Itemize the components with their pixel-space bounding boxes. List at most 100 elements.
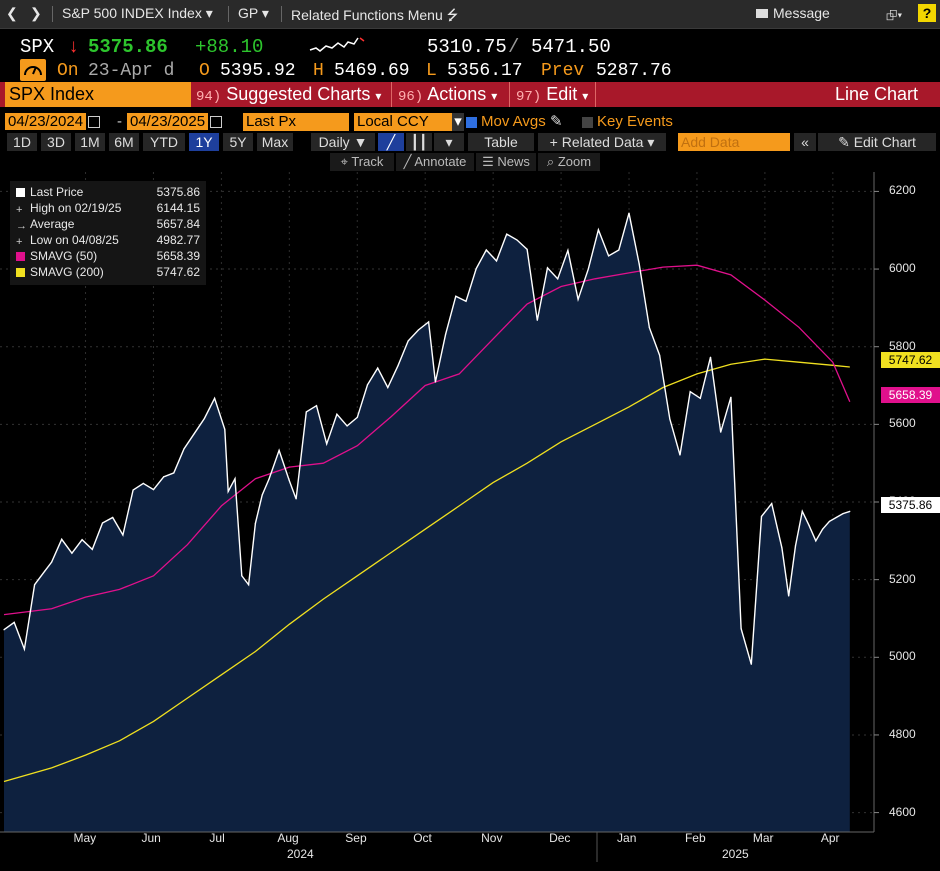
y-tick-label: 5800 [889, 338, 916, 353]
range-button-3d[interactable]: 3D [41, 133, 71, 151]
range-button-ytd[interactable]: YTD [143, 133, 185, 151]
dropdown-caret-icon: ▾ [375, 89, 382, 103]
x-tick-label: May [73, 831, 97, 845]
track-tool[interactable]: ⌖ Track [330, 153, 394, 171]
bar-chart-style-icon[interactable]: ┃┃ [406, 133, 432, 151]
price-point [356, 416, 358, 418]
actions-menu[interactable]: 96) Actions ▾ [398, 82, 497, 107]
crosshair-icon: ⌖ [340, 154, 348, 169]
gp-function-menu[interactable]: GP ▾ [238, 5, 269, 22]
forward-arrow-icon[interactable]: ❯ [30, 5, 42, 21]
dropdown-caret-icon: ▾ [491, 89, 498, 103]
price-point [801, 510, 803, 512]
edit-chart-button[interactable]: ✎ Edit Chart [818, 133, 936, 151]
suggested-charts-label: Suggested Charts [226, 84, 371, 104]
field-selector[interactable]: Last Px [243, 113, 349, 131]
price-point [268, 478, 270, 480]
range-button-1m[interactable]: 1M [75, 133, 105, 151]
price-point [842, 513, 844, 515]
help-button[interactable]: ? [918, 4, 936, 22]
price-point [112, 516, 114, 519]
range-button-6m[interactable]: 6M [109, 133, 139, 151]
range-button-1d[interactable]: 1D [7, 133, 37, 151]
chart-type-title: Line Chart [835, 84, 919, 104]
gauge-icon[interactable] [20, 59, 46, 81]
line-chart-style-icon[interactable]: ╱ [378, 133, 404, 151]
price-point [61, 538, 63, 540]
price-point [536, 319, 538, 321]
currency-selector[interactable]: Local CCY ▾ [354, 113, 464, 131]
related-data-button[interactable]: + Related Data ▾ [538, 133, 666, 151]
field-value: Last Px [243, 113, 349, 131]
price-point [475, 268, 477, 270]
price-point [771, 502, 773, 505]
double-chevron-left-icon[interactable]: « [794, 133, 816, 151]
mov-avgs-toggle[interactable]: Mov Avgs ✎ [466, 113, 563, 131]
price-point [709, 356, 712, 358]
end-date-field[interactable]: 04/23/2025 [127, 113, 223, 131]
legend-row: SMAVG (200) 5747.62 [10, 265, 206, 281]
periodicity-dropdown[interactable]: Daily ▼ [311, 133, 375, 151]
periodicity-label: Daily [318, 134, 350, 150]
menu-divider [391, 82, 392, 107]
price-point [648, 327, 650, 329]
message-button[interactable]: Message [756, 5, 830, 21]
price-point [193, 433, 195, 435]
back-arrow-icon[interactable]: ❮ [6, 5, 18, 21]
high-label: H [313, 61, 324, 81]
price-point [227, 490, 229, 493]
window-export-icon[interactable]: ⮺▾ [886, 7, 903, 23]
security-box[interactable]: SPX Index [5, 82, 191, 107]
price-chart[interactable] [0, 172, 940, 871]
zoom-tool[interactable]: ⌕ Zoom [538, 153, 600, 171]
legend-swatch-icon [16, 268, 25, 277]
range-button-max[interactable]: Max [257, 133, 293, 151]
start-date-field[interactable]: 04/23/2024 [5, 113, 101, 131]
sma200-value-tag: 5747.62 [881, 352, 940, 368]
legend-value: 4982.77 [156, 233, 200, 247]
y-tick-label: 5600 [889, 416, 916, 431]
price-point [122, 534, 124, 536]
price-point [3, 629, 5, 631]
price-point [23, 648, 25, 650]
add-data-input[interactable]: Add Data [678, 133, 790, 151]
legend-arrow-icon: → [16, 220, 27, 232]
y-tick-label: 4800 [889, 726, 916, 741]
price-point [597, 229, 600, 231]
calendar-icon[interactable] [210, 116, 223, 129]
x-tick-label: Jul [209, 831, 225, 845]
news-tool[interactable]: ☰ News [476, 153, 536, 171]
range-button-5y[interactable]: 5Y [223, 133, 253, 151]
price-point [214, 397, 216, 399]
toolbar-divider [281, 6, 282, 22]
high-value: 5469.69 [334, 61, 410, 81]
range-button-1y[interactable]: 1Y [189, 133, 219, 151]
related-data-label: + Related Data [549, 134, 644, 150]
table-button[interactable]: Table [468, 133, 534, 151]
key-events-toggle[interactable]: Key Events [582, 113, 673, 131]
toolbar-divider [228, 6, 229, 22]
annotate-tool[interactable]: ╱ Annotate [396, 153, 474, 171]
price-point [261, 494, 263, 496]
suggested-charts-menu[interactable]: 94) Suggested Charts ▾ [196, 82, 381, 107]
security-title-menu[interactable]: S&P 500 INDEX Index ▾ [62, 5, 213, 22]
axis-ticks [3, 190, 879, 814]
end-date-value: 04/23/2025 [127, 113, 209, 130]
x-tick-label: Aug [277, 831, 299, 845]
down-arrow-icon: ↓ [68, 36, 80, 58]
security-title: S&P 500 INDEX Index [62, 5, 202, 21]
related-functions-menu[interactable]: Related Functions Menu ⭍ [291, 5, 458, 29]
pencil-icon[interactable]: ✎ [549, 113, 563, 130]
x-tick-label: Feb [684, 831, 706, 845]
calendar-icon[interactable] [88, 116, 101, 129]
dropdown-caret-icon: ▾ [205, 5, 213, 21]
price-point [587, 268, 589, 270]
checkbox-checked-icon[interactable] [466, 116, 477, 128]
message-label: Message [773, 5, 830, 21]
actions-label: Actions [427, 84, 487, 104]
chart-style-dropdown[interactable]: ▾ [434, 133, 464, 151]
legend-swatch-icon [16, 252, 25, 261]
price-point [506, 233, 508, 235]
checkbox-unchecked-icon[interactable] [582, 116, 593, 128]
edit-menu[interactable]: 97) Edit ▾ [516, 82, 588, 107]
